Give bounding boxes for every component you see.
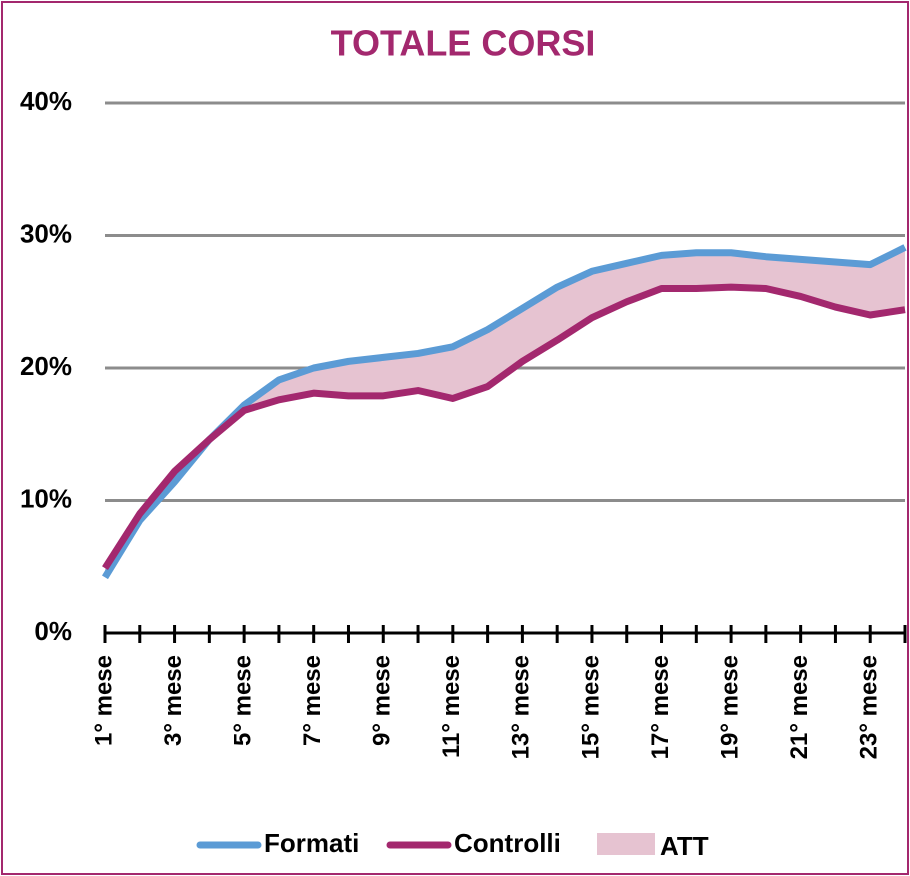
x-tick-label: 23° mese: [856, 655, 883, 759]
y-tick-label: 20%: [20, 351, 72, 381]
series-line: [102, 283, 906, 570]
legend-label: Controlli: [454, 828, 561, 858]
x-tick-label: 1° mese: [90, 655, 117, 746]
x-tick-label: 9° mese: [369, 655, 396, 746]
y-tick-label: 40%: [20, 86, 72, 116]
legend-label: Formati: [264, 828, 359, 858]
x-tick-label: 13° mese: [508, 655, 535, 759]
x-tick-label: 17° mese: [647, 655, 674, 759]
att-area: [105, 247, 905, 578]
y-tick-label: 10%: [20, 483, 72, 513]
chart-title: TOTALE CORSI: [331, 23, 596, 64]
x-tick-label: 19° mese: [716, 655, 743, 759]
x-tick-label: 7° mese: [299, 655, 326, 746]
x-tick-label: 21° mese: [786, 655, 813, 759]
legend-label: ATT: [660, 831, 709, 861]
y-tick-label: 30%: [20, 218, 72, 248]
x-tick-label: 11° mese: [438, 655, 465, 758]
x-tick-label: 3° mese: [160, 655, 187, 746]
y-tick-label: 0%: [34, 616, 72, 646]
legend-swatch: [597, 833, 655, 855]
x-tick-label: 5° mese: [229, 655, 256, 746]
x-tick-label: 15° mese: [577, 655, 604, 759]
